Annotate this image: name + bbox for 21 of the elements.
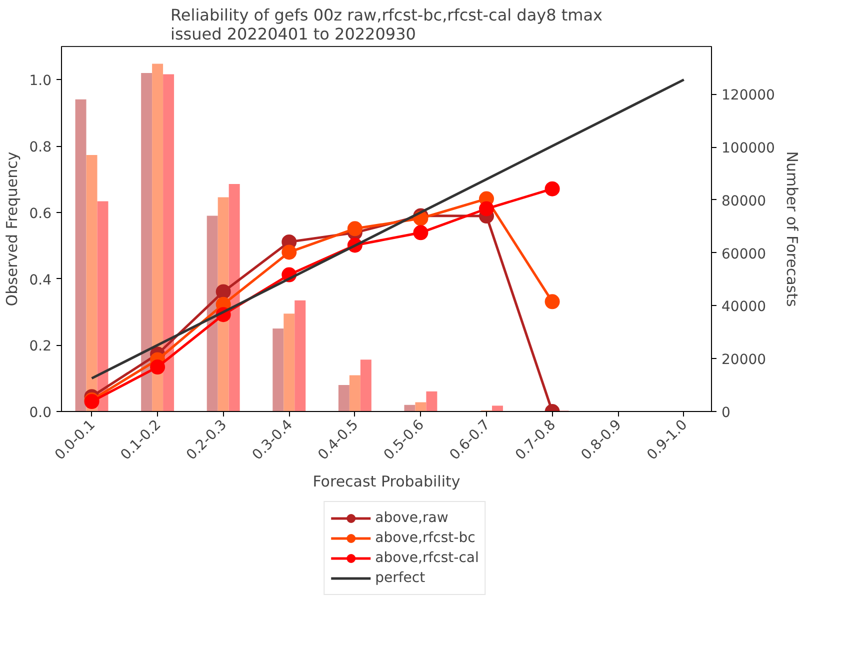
legend-label: above,raw xyxy=(375,510,448,526)
y2-tick-label: 120000 xyxy=(722,88,775,104)
y-tick-label: 0.8 xyxy=(29,140,52,156)
y2-tick-label: 0 xyxy=(722,405,730,421)
y2-tick-label: 20000 xyxy=(722,352,766,368)
y-tick-label: 0.2 xyxy=(29,338,52,355)
legend-label: perfect xyxy=(375,570,426,586)
legend-label: above,rfcst-bc xyxy=(375,530,476,546)
x-axis-title: Forecast Probability xyxy=(312,472,460,490)
y-tick-label: 0.6 xyxy=(29,206,52,222)
y-tick-label: 1.0 xyxy=(29,73,52,90)
y2-tick-label: 60000 xyxy=(722,246,766,262)
y2-tick-label: 40000 xyxy=(722,299,766,316)
chart-title: Reliability of gefs 00z raw,rfcst-bc,rfcst-cal day8 tmax issued 20220401 to 20220930 xyxy=(170,6,602,44)
y2-tick-label: 100000 xyxy=(722,140,775,157)
y2-tick-label: 80000 xyxy=(722,193,766,210)
y-tick-label: 0.0 xyxy=(29,405,52,421)
legend-label: above,rfcst-cal xyxy=(375,550,479,566)
y-axis-title: Observed Frequency xyxy=(3,152,22,306)
y2-axis-title: Number of Forecasts xyxy=(782,151,801,307)
y-tick-label: 0.4 xyxy=(29,272,52,288)
